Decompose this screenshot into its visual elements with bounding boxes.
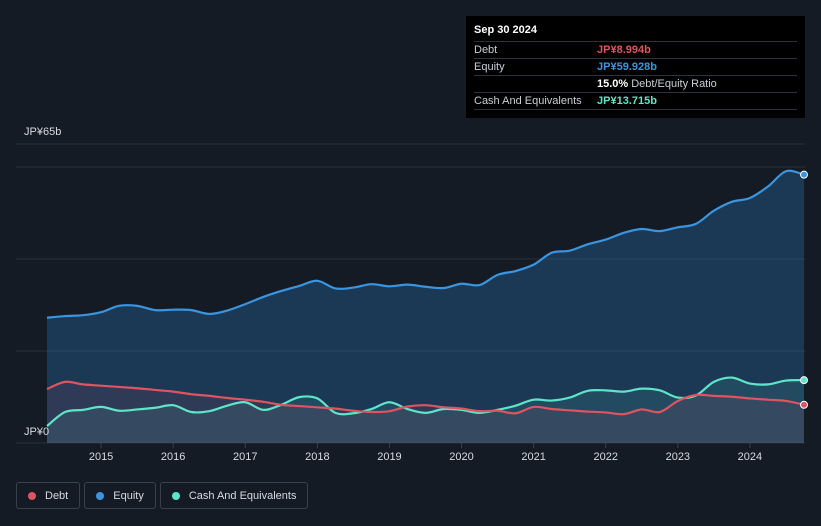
line-debt [46,380,805,416]
tooltip-ratio-value: 15.0% [597,78,629,90]
tooltip-debt-label: Debt [474,44,498,56]
tooltip-row-equity: Equity JP¥59.928b [474,58,797,75]
legend-equity-dot-icon [96,491,105,500]
tooltip-row-debt: Debt JP¥8.994b [474,41,797,58]
end-marker-equity [800,170,808,179]
legend-equity-label: Equity [113,489,144,502]
area-equity [47,170,804,444]
y-axis-bottom-label: JP¥0 [24,426,49,438]
tooltip-ratio-suffix: Debt/Equity Ratio [631,78,717,90]
x-tick-label-2020: 2020 [449,451,473,463]
tooltip-row-cash: Cash And Equivalents JP¥13.715b [474,92,797,110]
legend-item-cash[interactable]: Cash And Equivalents [159,482,309,509]
tooltip-equity-value: JP¥59.928b [597,61,657,73]
legend-item-equity[interactable]: Equity [84,482,156,509]
tooltip-ratio-label [474,76,597,92]
x-tick-label-2018: 2018 [305,451,329,463]
legend-cash-dot-icon [171,491,180,500]
tooltip-date: Sep 30 2024 [474,24,537,36]
x-tick-label-2015: 2015 [89,451,113,463]
tooltip-cash-label: Cash And Equivalents [474,95,582,107]
end-marker-debt [800,400,808,409]
legend-debt-dot-icon [28,491,36,500]
tooltip-cash-value: JP¥13.715b [597,95,657,107]
tooltip-debt-value: JP¥8.994b [597,44,651,56]
line-equity [46,169,805,319]
chart-legend: Debt Equity Cash And Equivalents [16,482,309,509]
tooltip-row-ratio: 15.0% Debt/Equity Ratio [474,75,797,92]
line-cash-and-equivalents [46,376,805,427]
x-tick-label-2019: 2019 [377,451,401,463]
x-tick-label-2021: 2021 [521,451,545,463]
x-tick-label-2022: 2022 [593,451,617,463]
tooltip-equity-label: Equity [474,61,505,73]
y-axis-top-label: JP¥65b [24,126,61,138]
area-cash-and-equivalents [47,377,804,443]
legend-item-debt[interactable]: Debt [16,482,81,509]
data-tooltip: Sep 30 2024 Debt JP¥8.994b Equity JP¥59.… [466,16,805,118]
x-tick-label-2024: 2024 [738,451,762,463]
legend-debt-label: Debt [45,489,69,502]
x-tick-label-2017: 2017 [233,451,257,463]
end-marker-cash-and-equivalents [800,376,808,385]
x-tick-label-2023: 2023 [666,451,690,463]
legend-cash-label: Cash And Equivalents [188,489,297,502]
x-tick-label-2016: 2016 [161,451,185,463]
